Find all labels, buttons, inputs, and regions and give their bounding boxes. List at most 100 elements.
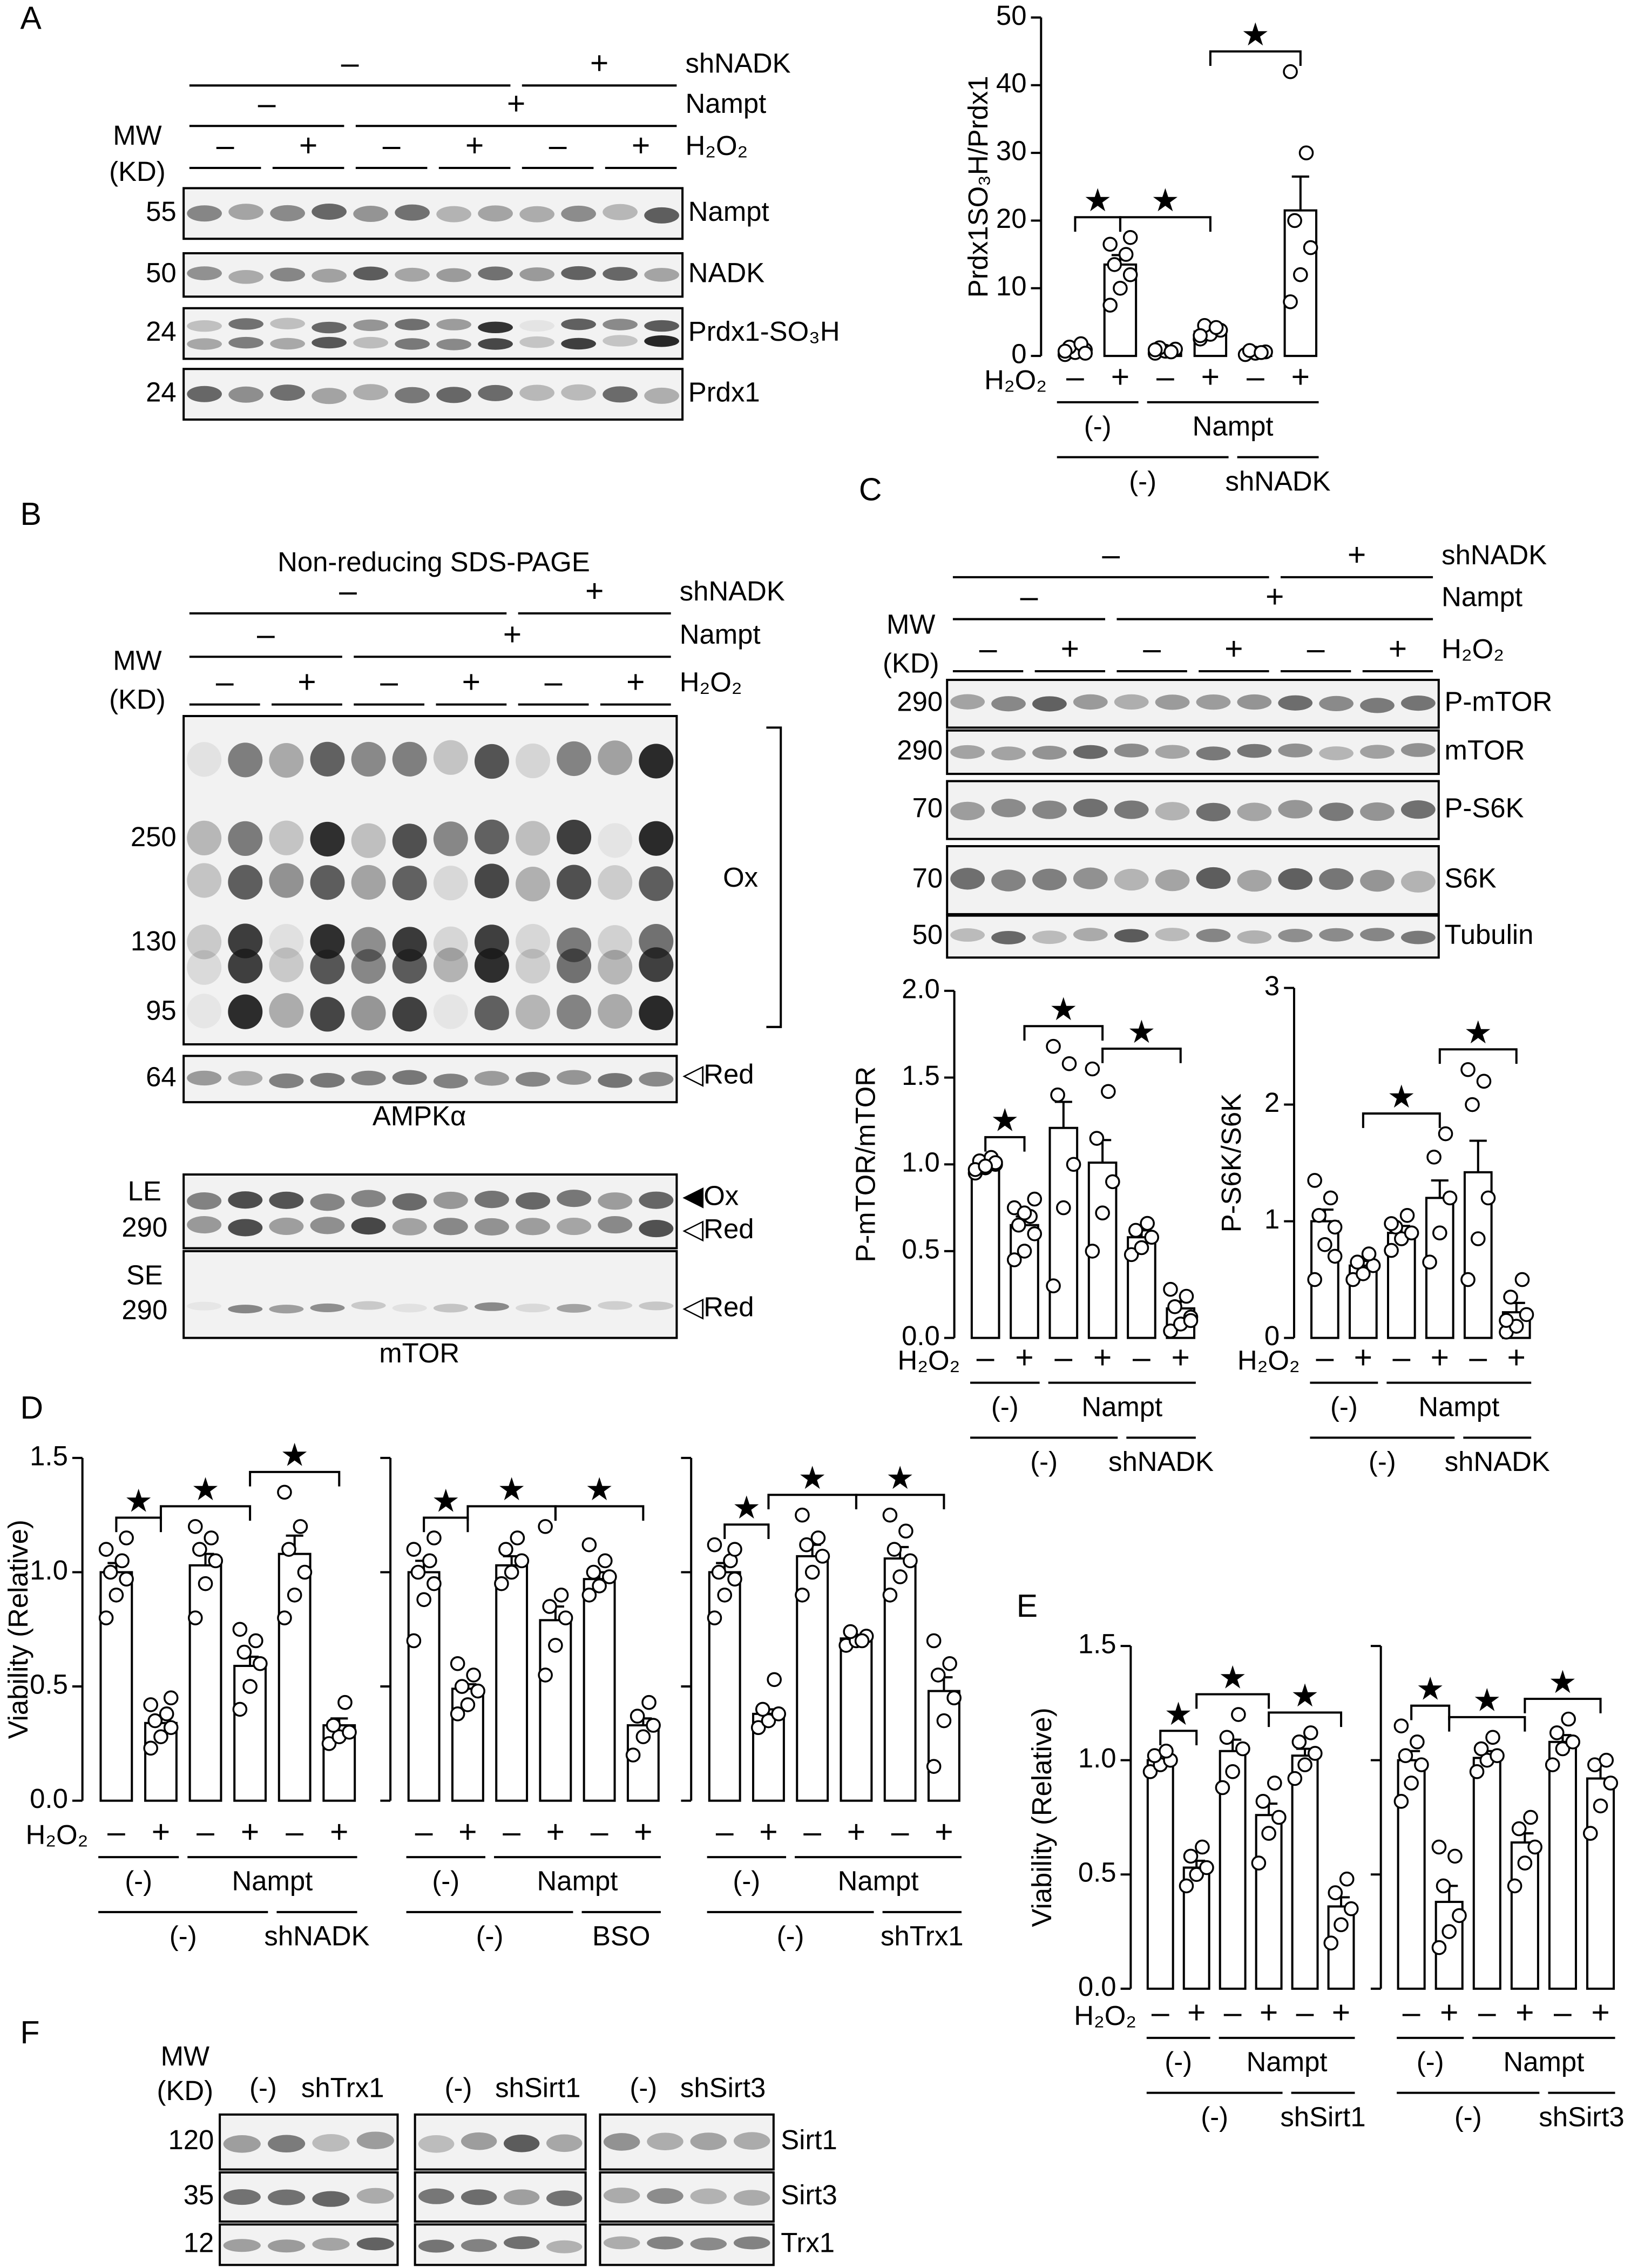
band — [351, 865, 386, 900]
sig-marker: ★ — [1219, 1660, 1247, 1695]
data-point — [321, 1736, 337, 1751]
data-point — [727, 1542, 742, 1557]
sig-bracket — [767, 1494, 857, 1509]
band — [950, 868, 985, 890]
band — [392, 949, 427, 984]
y-tick-label: 1.0 — [1078, 1743, 1116, 1773]
x-tick-label: – — [286, 1814, 303, 1850]
data-point — [1163, 1281, 1178, 1297]
data-point — [1384, 1216, 1399, 1231]
band — [392, 1193, 427, 1211]
data-point — [232, 1702, 248, 1717]
y-tick-label: 0.5 — [30, 1669, 68, 1700]
mw-header: MW — [113, 645, 161, 676]
mw-label: 50 — [912, 919, 943, 950]
data-point — [450, 1706, 465, 1722]
band — [950, 801, 985, 821]
data-point — [1399, 1207, 1415, 1223]
band — [269, 820, 304, 855]
data-point — [109, 1588, 124, 1603]
band — [478, 266, 513, 281]
group-label: shNADK — [1108, 1446, 1214, 1477]
row-label: H₂O₂ — [1441, 633, 1504, 664]
sig-bracket — [554, 1505, 645, 1521]
y-axis-label: P-mTOR/mTOR — [850, 1066, 881, 1263]
mw-label: 120 — [168, 2124, 214, 2155]
data-point — [548, 1638, 563, 1653]
data-point — [514, 1553, 530, 1569]
band — [516, 1304, 550, 1313]
band — [268, 2135, 306, 2153]
x-tick-label: – — [503, 1814, 520, 1850]
band — [187, 820, 222, 856]
data-point — [147, 1713, 163, 1729]
sig-bracket — [115, 1516, 162, 1533]
x-tick-label: – — [1316, 1340, 1334, 1375]
sig-marker: ★ — [1151, 183, 1180, 218]
group-label: shSirt1 — [495, 2073, 580, 2103]
data-point — [1490, 1748, 1505, 1763]
data-point — [1225, 1764, 1240, 1779]
band — [1032, 930, 1067, 944]
band — [474, 1218, 509, 1236]
data-point — [1334, 1917, 1349, 1933]
data-point — [761, 1713, 776, 1729]
band — [392, 1218, 427, 1236]
band — [1237, 744, 1272, 758]
x-tick-label: – — [1478, 1995, 1496, 2030]
protein-label: mTOR — [1445, 734, 1525, 765]
band — [1319, 746, 1353, 760]
data-point — [936, 1713, 952, 1729]
band — [474, 1191, 509, 1209]
band — [461, 2132, 497, 2150]
sig-bracket — [1159, 1730, 1198, 1746]
band — [561, 205, 596, 222]
data-point — [1469, 1764, 1485, 1779]
data-point — [406, 1542, 422, 1557]
band — [1155, 869, 1190, 892]
band — [433, 1304, 468, 1313]
band — [644, 320, 679, 332]
band — [519, 267, 554, 281]
data-point — [1442, 1190, 1458, 1206]
x-tick-label: + — [1111, 360, 1129, 395]
band — [516, 743, 550, 779]
group-label: (-) — [1330, 1391, 1358, 1422]
band — [228, 821, 263, 856]
data-point — [1066, 1157, 1081, 1172]
band — [991, 869, 1026, 892]
data-point — [1027, 1191, 1043, 1207]
data-point — [153, 1729, 168, 1744]
band — [557, 741, 592, 777]
data-point — [1436, 1878, 1451, 1894]
data-point — [253, 1656, 268, 1671]
y-tick-label: 0.5 — [902, 1233, 940, 1264]
data-point — [1208, 320, 1224, 335]
data-point — [750, 1720, 766, 1736]
protein-label: NADK — [688, 258, 764, 288]
band — [516, 995, 550, 1030]
x-tick-label: – — [977, 1340, 994, 1375]
band — [598, 925, 633, 960]
band — [228, 1219, 263, 1237]
condition-mark: + — [585, 573, 604, 609]
data-point — [882, 1507, 898, 1523]
protein-label: S6K — [1445, 862, 1497, 893]
x-tick-label: – — [1392, 1340, 1410, 1375]
band — [1196, 928, 1231, 942]
row-label: shNADK — [680, 576, 785, 606]
x-tick-label: – — [891, 1814, 909, 1850]
bar — [1255, 1814, 1283, 1990]
exposure-tag: SE — [126, 1260, 163, 1291]
band — [269, 1191, 304, 1209]
group-label: (-) — [733, 1866, 760, 1896]
x-tick-label: – — [1469, 1340, 1487, 1375]
data-point — [1582, 1826, 1598, 1841]
bar — [970, 1163, 1000, 1339]
sig-bracket — [1362, 1112, 1441, 1128]
panel-label: A — [20, 1, 42, 36]
band — [187, 950, 222, 985]
group-label: (-) — [1454, 2101, 1482, 2132]
band — [478, 321, 513, 334]
mw-label: 290 — [897, 686, 943, 717]
